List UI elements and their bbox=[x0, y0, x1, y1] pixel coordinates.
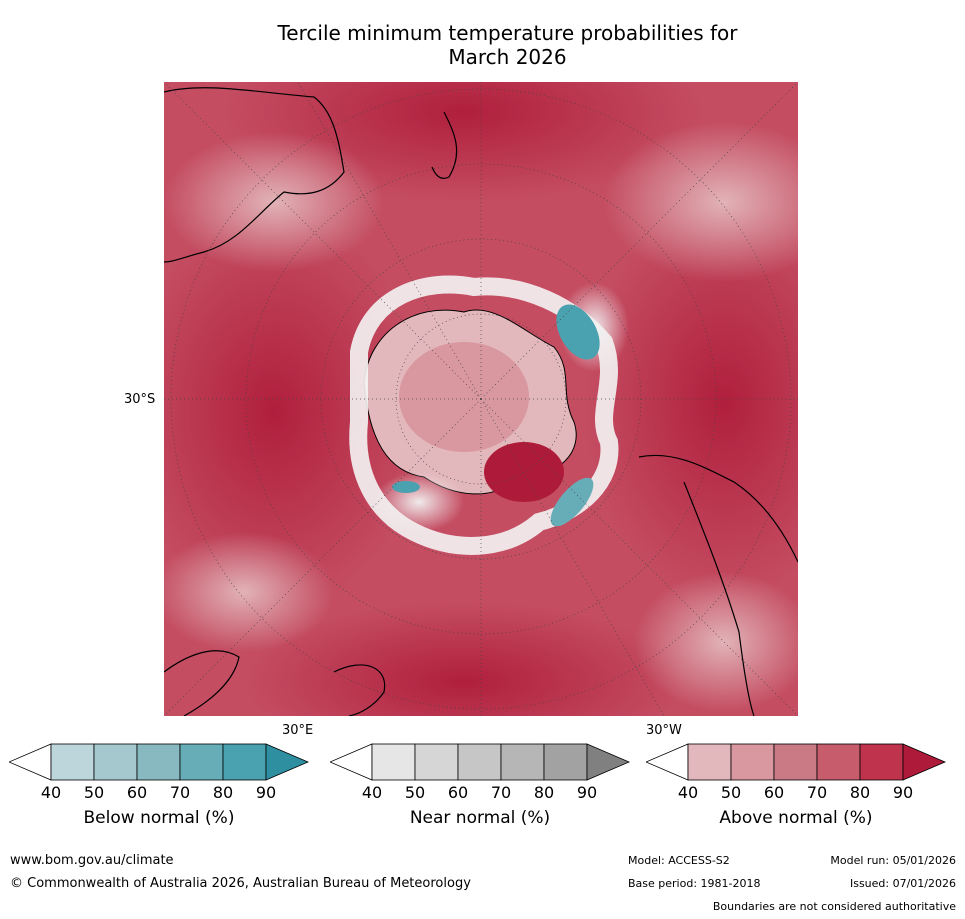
near-tick-label: 70 bbox=[490, 783, 512, 802]
below-tick-label: 60 bbox=[126, 783, 148, 802]
above-min-extension bbox=[646, 743, 689, 781]
below-tick-label: 90 bbox=[255, 783, 277, 802]
website-link[interactable]: www.bom.gov.au/climate bbox=[10, 853, 174, 868]
above-tick-label: 60 bbox=[763, 783, 785, 802]
model-run-text: Model run: 05/01/2026 bbox=[830, 854, 956, 867]
map-canvas bbox=[164, 82, 798, 716]
below-normal-patch-drake bbox=[550, 477, 594, 527]
title-line-1: Tercile minimum temperature probabilitie… bbox=[277, 21, 738, 45]
south-america-coastline bbox=[638, 454, 798, 716]
near-tick-label: 40 bbox=[361, 783, 383, 802]
near-normal-patch-indian bbox=[374, 472, 464, 532]
colorbar-near-label: Near normal (%) bbox=[409, 808, 551, 828]
south-africa-coastline bbox=[164, 650, 240, 716]
near-normal-ring bbox=[349, 275, 619, 555]
below-bin-1 bbox=[50, 743, 95, 781]
above-bin-5 bbox=[859, 743, 904, 781]
above-bin-1 bbox=[687, 743, 732, 781]
below-bin-5 bbox=[222, 743, 267, 781]
colorbar-below-label: Below normal (%) bbox=[83, 808, 235, 828]
disclaimer-text: Boundaries are not considered authoritat… bbox=[712, 900, 956, 913]
patch-australia bbox=[164, 132, 384, 272]
near-bin-4 bbox=[500, 743, 545, 781]
title-line-2: March 2026 bbox=[448, 45, 567, 69]
near-tick-label: 50 bbox=[404, 783, 426, 802]
colorbar-near-normal: 40 50 60 70 80 90 Near normal (%) bbox=[330, 743, 630, 843]
region-south-atlantic bbox=[584, 202, 798, 602]
patch-south-america bbox=[634, 572, 798, 712]
patch-pacific bbox=[604, 122, 798, 282]
colorbar-below-normal: 40 50 60 70 80 90 Below normal (%) bbox=[9, 743, 309, 843]
graticule bbox=[164, 82, 798, 716]
above-bin-2 bbox=[730, 743, 775, 781]
colorbar-below-ticks: 40 50 60 70 80 90 bbox=[9, 783, 309, 803]
below-bin-2 bbox=[93, 743, 138, 781]
below-bin-4 bbox=[179, 743, 224, 781]
near-max-extension bbox=[586, 743, 630, 781]
below-bin-3 bbox=[136, 743, 181, 781]
near-bin-2 bbox=[414, 743, 459, 781]
chart-title: Tercile minimum temperature probabilitie… bbox=[164, 21, 851, 69]
region-south bbox=[244, 602, 684, 716]
below-tick-label: 50 bbox=[83, 783, 105, 802]
longitude-label-30w: 30°W bbox=[646, 723, 682, 738]
colorbar-near-ticks: 40 50 60 70 80 90 bbox=[330, 783, 630, 803]
colorbar-above-normal: 40 50 60 70 80 90 Above normal (%) bbox=[646, 743, 946, 843]
probability-map bbox=[164, 82, 798, 716]
region-indian-ocean bbox=[164, 212, 424, 612]
near-tick-label: 60 bbox=[447, 783, 469, 802]
colorbar-below-swatches bbox=[9, 743, 309, 781]
antarctica-interior bbox=[399, 342, 529, 452]
above-tick-label: 80 bbox=[849, 783, 871, 802]
below-tick-label: 40 bbox=[40, 783, 62, 802]
base-period-text: Base period: 1981-2018 bbox=[628, 877, 761, 890]
patch-south-africa bbox=[164, 532, 334, 652]
colorbar-near-swatches bbox=[330, 743, 630, 781]
above-tick-label: 40 bbox=[677, 783, 699, 802]
colorbar-above-ticks: 40 50 60 70 80 90 bbox=[646, 783, 946, 803]
above-tick-label: 50 bbox=[720, 783, 742, 802]
below-normal-patch-weddell bbox=[556, 304, 600, 360]
colorbar-above-label: Above normal (%) bbox=[719, 808, 873, 828]
near-bin-3 bbox=[457, 743, 502, 781]
above-bin-4 bbox=[816, 743, 861, 781]
above-max-extension bbox=[902, 743, 946, 781]
below-tick-label: 70 bbox=[169, 783, 191, 802]
latitude-label-30s: 30°S bbox=[124, 392, 156, 407]
above-tick-label: 90 bbox=[892, 783, 914, 802]
near-tick-label: 90 bbox=[576, 783, 598, 802]
australia-coastline bbox=[164, 87, 345, 263]
below-tick-label: 80 bbox=[212, 783, 234, 802]
near-bin-5 bbox=[543, 743, 588, 781]
longitude-label-30e: 30°E bbox=[282, 723, 314, 738]
issued-text: Issued: 07/01/2026 bbox=[849, 877, 956, 890]
copyright-text: © Commonwealth of Australia 2026, Austra… bbox=[10, 876, 471, 891]
above-bin-3 bbox=[773, 743, 818, 781]
colorbar-above-swatches bbox=[646, 743, 946, 781]
below-min-extension bbox=[9, 743, 52, 781]
below-max-extension bbox=[265, 743, 309, 781]
above-tick-label: 70 bbox=[806, 783, 828, 802]
near-min-extension bbox=[330, 743, 373, 781]
madagascar-coastline bbox=[333, 664, 386, 716]
model-text: Model: ACCESS-S2 bbox=[628, 854, 730, 867]
new-zealand-coastline bbox=[431, 111, 458, 179]
below-normal-patch-east bbox=[392, 481, 420, 493]
near-tick-label: 80 bbox=[533, 783, 555, 802]
near-bin-1 bbox=[371, 743, 416, 781]
